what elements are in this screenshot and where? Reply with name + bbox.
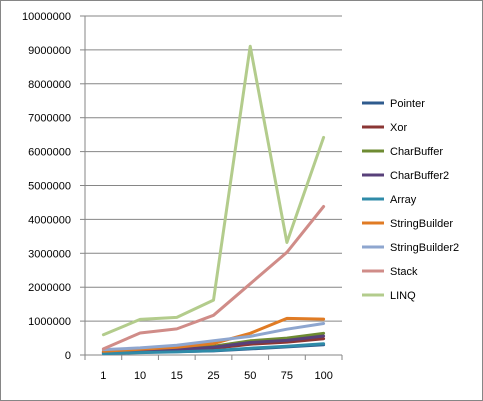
y-tick-label: 10000000 bbox=[22, 11, 71, 23]
y-tick-label: 1000000 bbox=[28, 316, 71, 328]
series-line bbox=[101, 205, 326, 351]
x-tick-label: 50 bbox=[244, 370, 256, 382]
series-line bbox=[101, 44, 326, 337]
legend-label: Xor bbox=[390, 122, 407, 134]
legend-item: Stack bbox=[362, 266, 418, 278]
axes bbox=[80, 15, 343, 360]
y-tick-label: 9000000 bbox=[28, 45, 71, 57]
legend: Pointer Xor CharBuffer CharBuffer2 Array Stri… bbox=[362, 98, 459, 302]
legend-item: LINQ bbox=[362, 290, 416, 302]
y-tick-label: 3000000 bbox=[28, 248, 71, 260]
legend-item: StringBuilder bbox=[362, 218, 453, 230]
x-tick-label: 1 bbox=[100, 370, 106, 382]
legend-item: StringBuilder2 bbox=[362, 242, 459, 254]
legend-item: Pointer bbox=[362, 98, 425, 110]
series-line bbox=[101, 322, 326, 352]
legend-label: Stack bbox=[390, 266, 418, 278]
y-tick-label: 6000000 bbox=[28, 147, 71, 159]
legend-label: Array bbox=[390, 194, 417, 206]
legend-label: CharBuffer2 bbox=[390, 170, 449, 182]
legend-label: StringBuilder bbox=[390, 218, 453, 230]
y-tick-label: 4000000 bbox=[28, 214, 71, 226]
legend-label: Pointer bbox=[390, 98, 425, 110]
legend-label: StringBuilder2 bbox=[390, 242, 459, 254]
x-tick-label: 15 bbox=[171, 370, 183, 382]
y-tick-label: 7000000 bbox=[28, 113, 71, 125]
y-tick-label: 0 bbox=[65, 350, 71, 362]
gridlines bbox=[85, 15, 342, 322]
x-tick-label: 10 bbox=[134, 370, 146, 382]
x-axis-tick-labels: 1 10 15 25 50 75 100 bbox=[100, 370, 333, 382]
y-tick-label: 5000000 bbox=[28, 181, 71, 193]
legend-item: CharBuffer2 bbox=[362, 170, 449, 182]
y-tick-label: 8000000 bbox=[28, 79, 71, 91]
y-axis-tick-labels: 0 1000000 2000000 3000000 4000000 5000000 6000… bbox=[22, 11, 71, 362]
series-line bbox=[101, 342, 326, 356]
series-lines bbox=[101, 44, 326, 356]
x-tick-label: 100 bbox=[314, 370, 332, 382]
legend-label: CharBuffer bbox=[390, 146, 443, 158]
x-tick-label: 75 bbox=[281, 370, 293, 382]
legend-item: CharBuffer bbox=[362, 146, 443, 158]
y-tick-label: 2000000 bbox=[28, 282, 71, 294]
legend-item: Array bbox=[362, 194, 417, 206]
legend-label: LINQ bbox=[390, 290, 416, 302]
x-tick-label: 25 bbox=[207, 370, 219, 382]
legend-item: Xor bbox=[362, 122, 407, 134]
